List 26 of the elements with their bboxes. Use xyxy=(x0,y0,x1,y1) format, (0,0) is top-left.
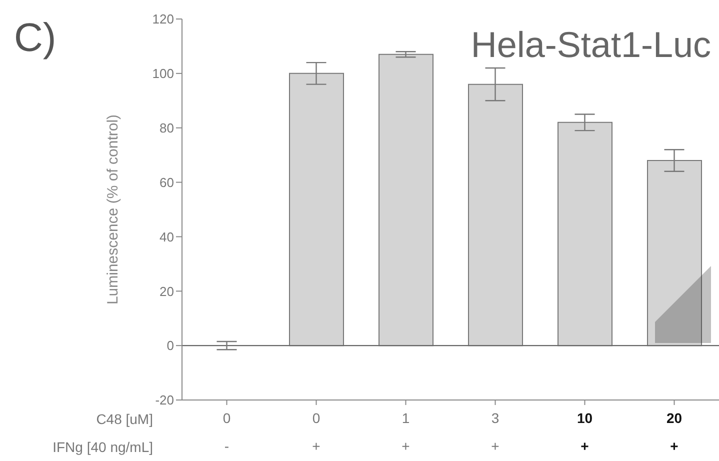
bar xyxy=(378,54,434,346)
text: + xyxy=(580,438,589,454)
chart-title: Hela-Stat1-Luc xyxy=(470,24,711,66)
y-tick-label: 80 xyxy=(160,120,174,136)
text: + xyxy=(670,438,678,454)
text: C) xyxy=(14,16,56,61)
x-tick-label: 20 xyxy=(666,410,682,426)
y-tick-label: 100 xyxy=(152,66,174,82)
text: + xyxy=(312,438,320,454)
text: + xyxy=(402,438,410,454)
x-tick-label: 0 xyxy=(222,410,231,426)
text: - xyxy=(224,438,230,454)
x-tick-label: 10 xyxy=(576,410,593,426)
x-tick-label: 1 xyxy=(402,410,410,426)
x-tick-label: 0 xyxy=(312,410,320,426)
y-tick-label: -20 xyxy=(155,392,174,408)
y-tick-label: 20 xyxy=(160,284,174,299)
x-tick-label: 3 xyxy=(491,410,500,426)
text: IFNg [40 ng/mL] xyxy=(52,439,153,455)
text: + xyxy=(491,438,500,454)
y-tick-label: 0 xyxy=(166,338,174,354)
y-tick-label: 40 xyxy=(160,229,174,244)
y-tick-label: 60 xyxy=(160,174,174,190)
y-tick-label: 120 xyxy=(152,12,174,27)
x-axis-title: C48 [uM] xyxy=(96,411,153,427)
y-axis-title: Luminescence (% of control) xyxy=(104,114,122,305)
